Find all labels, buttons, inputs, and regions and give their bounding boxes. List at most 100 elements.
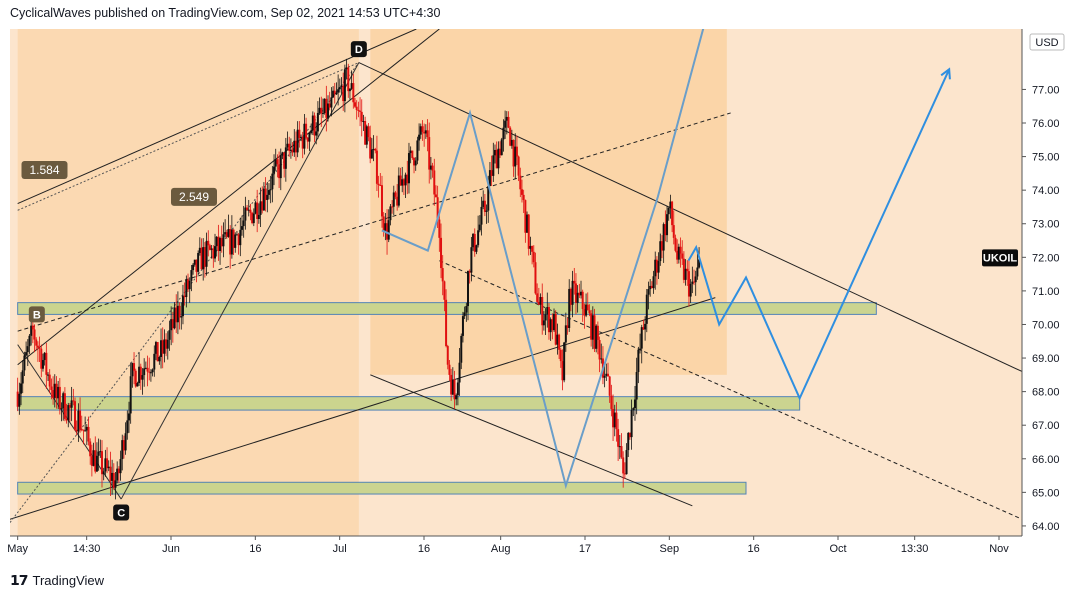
- candle-body: [210, 248, 213, 250]
- candle-body: [375, 150, 378, 184]
- candle-body: [343, 69, 346, 102]
- candle-body: [43, 352, 46, 361]
- candle-body: [197, 253, 200, 272]
- candle-body: [53, 383, 56, 398]
- candle-body: [686, 268, 689, 272]
- candle-body: [492, 155, 495, 176]
- candle-body: [284, 147, 287, 169]
- tradingview-footer[interactable]: 𝟭𝟳 TradingView: [10, 572, 104, 589]
- candle-body: [654, 259, 657, 277]
- candle-body: [215, 236, 218, 247]
- candle-body: [399, 175, 402, 186]
- candle-body: [106, 458, 109, 469]
- candle-body: [50, 386, 53, 390]
- candle-body: [18, 393, 21, 407]
- y-tick-label: 72.00: [1032, 252, 1060, 264]
- candle-body: [679, 246, 682, 254]
- support-zone-3: [17, 481, 747, 495]
- candle-body: [472, 233, 475, 248]
- candle-body: [684, 268, 687, 280]
- candle-body: [467, 270, 470, 307]
- y-tick-label: 75.00: [1032, 152, 1060, 164]
- candle-body: [640, 327, 643, 349]
- candle-body: [310, 130, 313, 134]
- candle-body: [259, 201, 262, 215]
- candle-body: [327, 103, 330, 118]
- candle-body: [694, 276, 697, 283]
- candle-body: [590, 313, 593, 340]
- candle-body: [360, 111, 363, 122]
- candles: [16, 58, 701, 500]
- symbol-label: UKOIL: [983, 252, 1018, 264]
- candle-body: [666, 214, 669, 236]
- candle-body: [482, 200, 485, 207]
- candle-body: [411, 150, 414, 158]
- candle-body: [126, 420, 129, 434]
- candle-body: [350, 83, 353, 89]
- candle-body: [612, 408, 615, 428]
- candle-body: [198, 247, 201, 254]
- candle-body: [630, 410, 633, 438]
- candle-body: [450, 374, 453, 395]
- candle-body: [148, 371, 151, 373]
- fib-label-2: 2.549: [179, 190, 209, 204]
- tradingview-logo-icon: 𝟭𝟳: [10, 572, 29, 588]
- candle-body: [622, 457, 625, 474]
- candle-body: [639, 348, 642, 350]
- candle-body: [384, 223, 387, 231]
- candle-body: [267, 190, 270, 195]
- candle-body: [348, 88, 351, 92]
- candle-body: [70, 400, 73, 408]
- candle-body: [276, 159, 279, 165]
- candle-body: [443, 281, 446, 300]
- candle-body: [79, 410, 82, 430]
- candle-body: [569, 288, 572, 305]
- candle-body: [546, 307, 549, 315]
- candle-body: [635, 371, 638, 400]
- candle-body: [57, 386, 60, 399]
- candle-body: [60, 408, 63, 410]
- candle-body: [185, 279, 188, 298]
- candle-body: [608, 376, 611, 396]
- candle-body: [687, 271, 690, 297]
- candle-body: [576, 292, 579, 303]
- candle-body: [463, 312, 466, 317]
- candle-body: [374, 148, 377, 151]
- candle-body: [671, 201, 674, 226]
- candle-body: [256, 202, 259, 219]
- candle-body: [89, 441, 92, 457]
- candle-body: [514, 146, 517, 167]
- candle-body: [82, 429, 85, 431]
- candle-body: [95, 455, 98, 472]
- candle-body: [151, 369, 154, 373]
- candle-body: [446, 346, 449, 365]
- candle-body: [300, 136, 303, 138]
- y-tick-label: 70.00: [1032, 319, 1060, 331]
- candle-body: [509, 127, 512, 146]
- projection-path: [687, 68, 951, 401]
- y-tick-label: 65.00: [1032, 487, 1060, 499]
- x-tick-label: 16: [418, 543, 430, 555]
- candle-body: [138, 366, 141, 384]
- candle-body: [239, 229, 242, 246]
- wave-labels: D C B 1.584 2.549: [21, 41, 367, 521]
- candle-body: [623, 473, 626, 475]
- candle-body: [598, 340, 601, 360]
- candle-body: [357, 109, 360, 111]
- candle-body: [536, 293, 539, 302]
- candle-body: [286, 143, 289, 148]
- candle-body: [80, 429, 83, 431]
- x-tick-label: Oct: [829, 543, 846, 555]
- candle-body: [278, 164, 281, 179]
- candle-body: [308, 133, 311, 142]
- candle-body: [141, 375, 144, 380]
- candle-body: [595, 325, 598, 349]
- candle-body: [542, 320, 545, 326]
- candle-body: [365, 126, 368, 145]
- candle-body: [593, 315, 596, 349]
- candle-body: [370, 149, 373, 159]
- candle-body: [473, 233, 476, 252]
- candle-body: [571, 280, 574, 305]
- candle-body: [392, 192, 395, 207]
